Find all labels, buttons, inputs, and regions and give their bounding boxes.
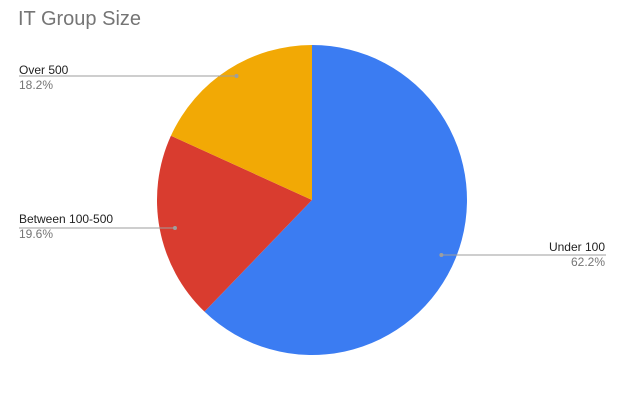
leader-dot <box>172 226 177 230</box>
slice-label-under-100: Under 100 62.2% <box>549 240 605 270</box>
slice-name: Between 100-500 <box>19 212 114 226</box>
slice-percent: 19.6% <box>19 227 54 241</box>
slice-name: Under 100 <box>548 240 605 254</box>
chart-title: IT Group Size <box>18 8 142 30</box>
slice-label-over-500: Over 500 18.2% <box>19 63 68 93</box>
slice-label-between-100-500: Between 100-500 19.6% <box>19 212 113 242</box>
pie-slice-between-100-500 <box>156 135 312 312</box>
slice-percent: 18.2% <box>19 78 54 92</box>
slice-name: Over 500 <box>19 63 69 77</box>
leader-dot <box>439 253 444 257</box>
leader-dot <box>234 74 239 78</box>
pie-slice-under-100 <box>204 45 467 355</box>
pie-slice-over-500 <box>170 45 312 200</box>
slice-percent: 62.2% <box>570 255 605 269</box>
